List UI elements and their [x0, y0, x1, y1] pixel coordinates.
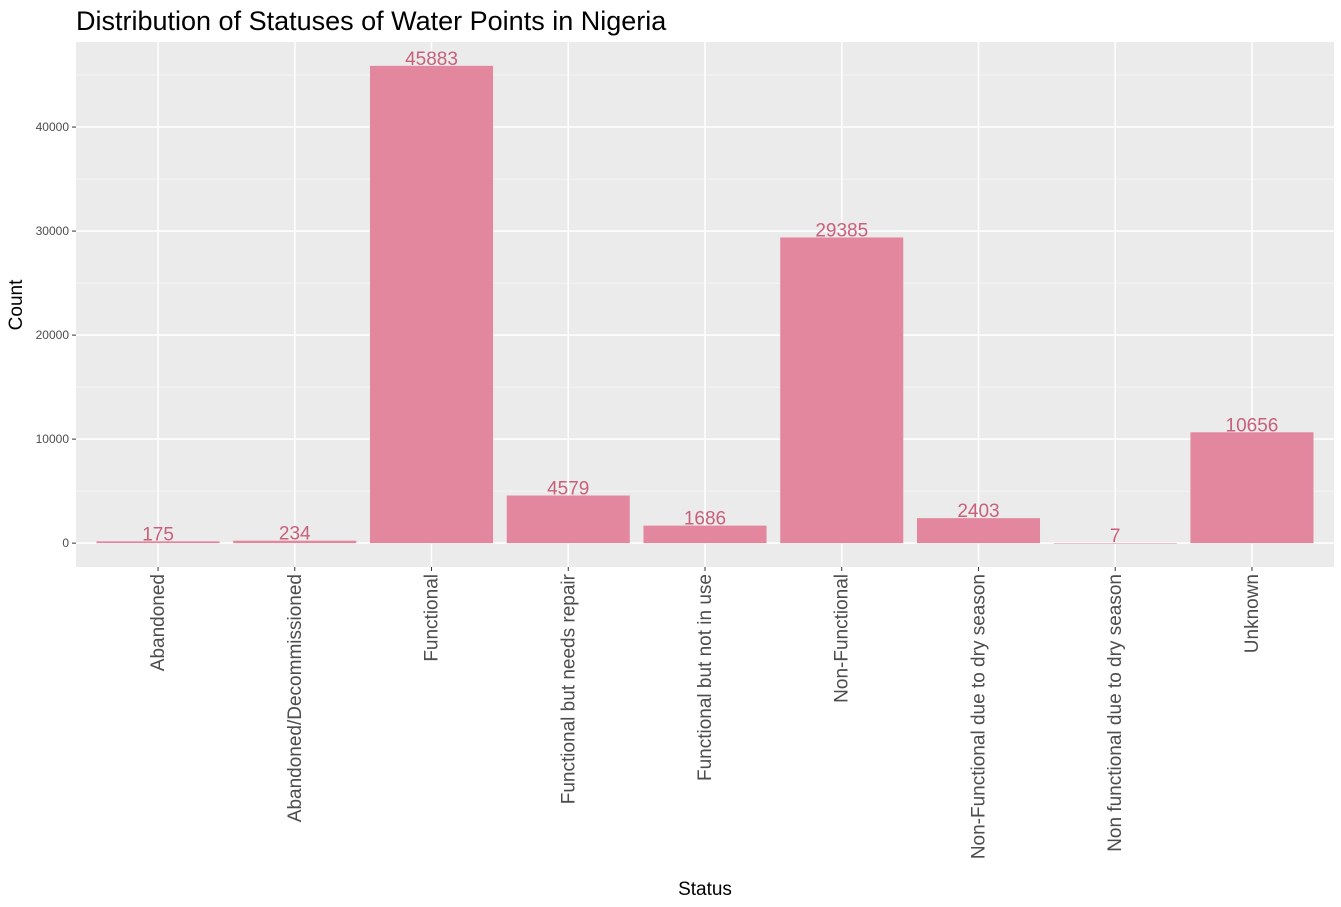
bar [643, 525, 767, 544]
data-label: 234 [279, 524, 311, 545]
x-tick-label: Unknown [1242, 574, 1263, 653]
bars [96, 65, 1314, 544]
x-tick-label: Non-Functional due to dry season [968, 574, 989, 859]
x-tick-label: Abandoned/Decommissioned [285, 574, 306, 822]
bar [1190, 432, 1314, 544]
data-label: 2403 [957, 501, 999, 522]
bar [96, 541, 220, 544]
y-tick-label: 10000 [36, 432, 70, 446]
x-tick-label: Abandoned [148, 574, 169, 671]
x-tick-label: Functional but needs repair [558, 573, 579, 804]
data-label: 4579 [547, 479, 589, 500]
y-axis-title: Count [6, 279, 27, 330]
y-axis: 0 10000 20000 30000 40000 [36, 120, 76, 550]
y-tick-label: 0 [62, 536, 69, 550]
bar [369, 65, 494, 544]
x-axis-title: Status [678, 879, 732, 900]
bar [916, 518, 1041, 544]
x-tick-label: Non-Functional [832, 574, 853, 703]
bar [506, 495, 630, 544]
y-tick-label: 20000 [36, 328, 70, 342]
x-tick-label: Functional [422, 574, 443, 662]
y-tick-label: 30000 [36, 224, 70, 238]
chart-title: Distribution of Statuses of Water Points… [76, 6, 667, 36]
bar [233, 540, 357, 544]
data-label: 29385 [815, 220, 868, 241]
bar [780, 237, 904, 544]
data-label: 7 [1110, 526, 1121, 547]
y-tick-label: 40000 [36, 120, 70, 134]
x-axis: Abandoned Abandoned/Decommissioned Functio… [148, 567, 1263, 859]
data-label: 45883 [405, 49, 458, 70]
bar [1053, 543, 1177, 544]
data-label: 10656 [1226, 415, 1279, 436]
x-tick-label: Non functional due to dry season [1105, 574, 1126, 852]
data-labels: 175 234 45883 4579 1686 29385 2403 7 10656 [142, 49, 1278, 547]
data-label: 1686 [684, 509, 726, 530]
x-tick-label: Functional but not in use [695, 574, 716, 781]
data-label: 175 [142, 524, 174, 545]
